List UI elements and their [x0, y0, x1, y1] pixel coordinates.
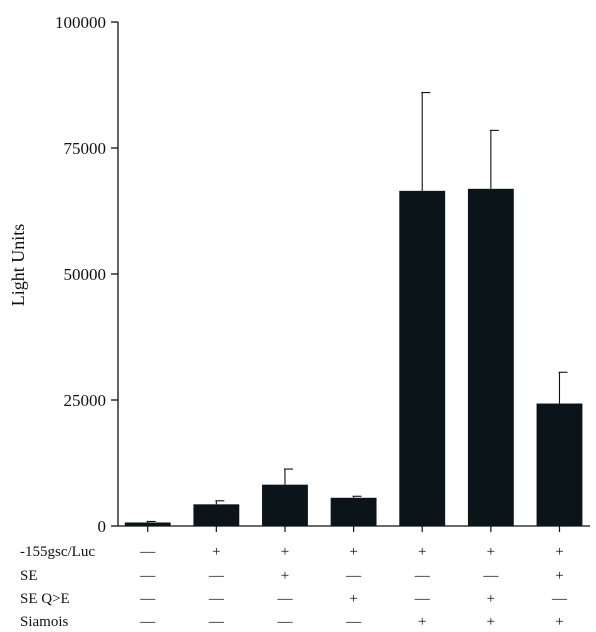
y-tick-label: 50000	[64, 265, 107, 284]
y-axis-title: Light Units	[8, 224, 28, 307]
condition-mark: —	[208, 568, 225, 584]
condition-mark: +	[212, 544, 220, 560]
condition-mark: —	[139, 614, 156, 630]
condition-mark: —	[208, 591, 225, 607]
y-tick-label: 100000	[55, 13, 106, 32]
y-tick-label: 75000	[64, 139, 107, 158]
condition-mark: +	[487, 544, 495, 560]
condition-mark: +	[418, 614, 426, 630]
bar	[330, 497, 377, 526]
error-bars	[146, 92, 568, 523]
y-tick-label: 0	[98, 517, 107, 536]
y-tick-label: 25000	[64, 391, 107, 410]
axes	[117, 22, 590, 532]
condition-mark: —	[345, 614, 362, 630]
condition-mark: —	[345, 568, 362, 584]
condition-mark: —	[139, 568, 156, 584]
condition-mark: +	[281, 568, 289, 584]
bar	[467, 188, 514, 526]
condition-row-label: -155gsc/Luc	[20, 544, 95, 560]
bar	[536, 403, 583, 526]
condition-mark: +	[349, 544, 357, 560]
condition-mark: +	[281, 544, 289, 560]
condition-mark: —	[482, 568, 499, 584]
condition-mark: —	[139, 591, 156, 607]
bar	[193, 504, 240, 526]
condition-mark: +	[555, 614, 563, 630]
condition-mark: —	[551, 591, 568, 607]
condition-mark: +	[349, 591, 357, 607]
condition-mark: —	[414, 591, 431, 607]
condition-mark: —	[276, 591, 293, 607]
bar	[124, 522, 171, 526]
condition-mark: —	[276, 614, 293, 630]
condition-row-label: Siamois	[20, 614, 69, 630]
condition-mark: +	[487, 591, 495, 607]
condition-mark: +	[487, 614, 495, 630]
y-axis-ticks: 0 25000 50000 75000 100000	[55, 13, 118, 536]
condition-row-label: SE	[20, 568, 38, 584]
bar	[262, 484, 308, 526]
bars	[124, 188, 583, 526]
condition-row-label: SE Q>E	[20, 591, 70, 607]
bar	[399, 190, 446, 526]
condition-mark: +	[555, 544, 563, 560]
condition-mark: +	[555, 568, 563, 584]
condition-mark: —	[208, 614, 225, 630]
condition-mark: —	[139, 544, 156, 560]
condition-table: -155gsc/Luc — + + + + + + SE — — + — — — + SE Q>E — — — + — + —…	[20, 544, 568, 630]
condition-mark: —	[414, 568, 431, 584]
condition-mark: +	[418, 544, 426, 560]
